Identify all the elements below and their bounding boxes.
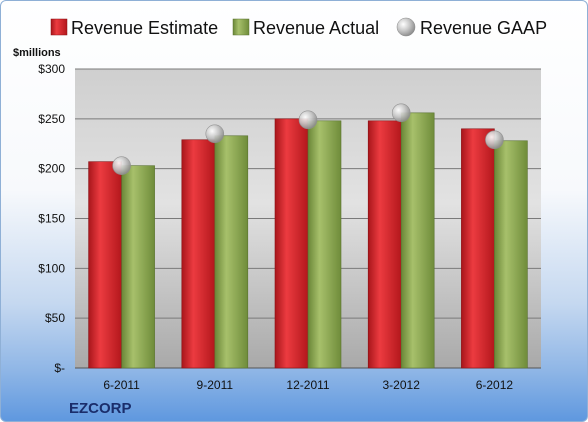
y-tick-label: $300 <box>38 62 65 76</box>
legend-label-estimate: Revenue Estimate <box>71 18 218 38</box>
bar-revenue-estimate <box>181 139 216 369</box>
bar-revenue-actual <box>494 140 528 369</box>
bar-revenue-actual <box>307 120 342 369</box>
gaap-markers <box>112 103 504 175</box>
y-tick-label: $200 <box>38 162 65 176</box>
y-tick-label: $150 <box>38 212 65 226</box>
bar-revenue-actual <box>400 112 435 369</box>
marker-revenue-gaap <box>391 103 411 123</box>
company-label: EZCORP <box>69 400 132 417</box>
marker-revenue-gaap <box>485 130 504 150</box>
bar-revenue-estimate <box>274 118 309 369</box>
y-tick-label: $250 <box>38 112 65 126</box>
legend-swatch-estimate <box>50 18 68 36</box>
bar-revenue-actual <box>214 135 249 369</box>
x-tick-label: 6-2011 <box>103 378 140 392</box>
y-tick-label: $50 <box>45 311 65 325</box>
y-axis-unit-label: $millions <box>13 47 61 59</box>
marker-revenue-gaap <box>205 124 225 144</box>
x-tick-label: 9-2011 <box>197 378 234 392</box>
y-tick-label: $- <box>54 361 65 375</box>
legend: Revenue Estimate Revenue Actual Revenue … <box>50 17 547 38</box>
x-tick-label: 6-2012 <box>476 378 514 392</box>
legend-label-actual: Revenue Actual <box>253 18 379 38</box>
x-axis-ticks: 6-2011 9-2011 12-2011 3-2012 6-2012 <box>103 378 513 392</box>
bar-revenue-estimate <box>88 161 122 369</box>
bars <box>88 112 528 369</box>
bar-revenue-actual <box>121 165 155 369</box>
bar-revenue-estimate <box>461 128 495 369</box>
legend-swatch-actual <box>232 18 250 36</box>
marker-revenue-gaap <box>112 156 131 175</box>
legend-label-gaap: Revenue GAAP <box>420 18 547 38</box>
legend-swatch-gaap <box>396 17 416 37</box>
marker-revenue-gaap <box>298 110 318 130</box>
x-tick-label: 12-2011 <box>286 378 329 392</box>
x-tick-label: 3-2012 <box>383 378 421 392</box>
bar-revenue-estimate <box>367 120 402 369</box>
y-axis-ticks: $- $50 $100 $150 $200 $250 $300 <box>38 62 65 375</box>
y-tick-label: $100 <box>38 261 65 275</box>
